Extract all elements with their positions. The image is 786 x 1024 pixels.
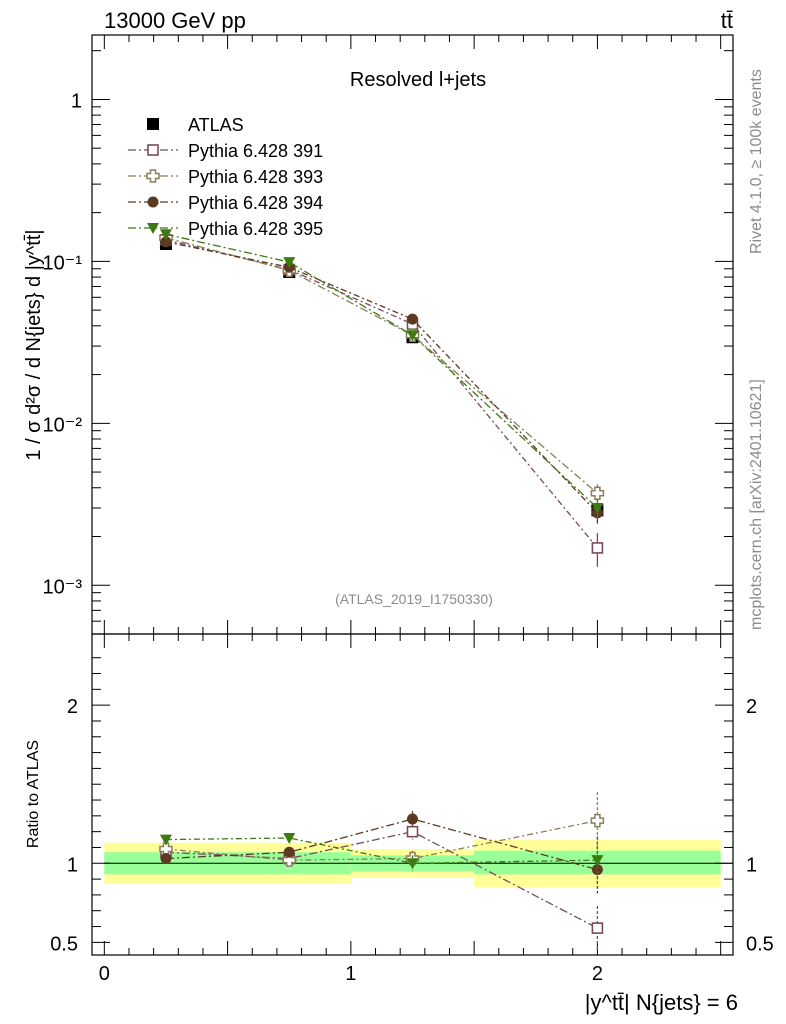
data-point	[159, 229, 172, 241]
legend-marker	[147, 144, 159, 156]
series-line	[165, 241, 598, 514]
data-point	[282, 853, 296, 867]
data-point	[407, 313, 418, 325]
process-label: tt̄	[721, 8, 733, 33]
y-tick-label: 0.5	[50, 933, 78, 955]
legend-item: Pythia 6.428 393	[128, 167, 323, 187]
series-pythia-6-428-393	[159, 230, 605, 504]
energy-label: 13000 GeV pp	[104, 8, 246, 33]
legend-marker	[146, 169, 160, 183]
legend-label: Pythia 6.428 393	[188, 167, 323, 187]
legend-item: Pythia 6.428 394	[128, 193, 323, 213]
series-pythia-6-428-391	[160, 233, 604, 567]
data-point	[406, 825, 419, 838]
series-pythia-6-428-394	[160, 811, 603, 894]
ratio-y-axis-label: Ratio to ATLAS	[25, 740, 42, 848]
data-point	[283, 257, 296, 269]
data-point	[591, 864, 603, 876]
ratio-frame	[91, 633, 734, 956]
y-tick-label-right: 1	[746, 854, 757, 876]
x-axis-label: |y^tt̄| N{jets} = 6	[585, 990, 738, 1015]
series-pythia-6-428-395	[159, 229, 604, 519]
legend-marker	[147, 223, 159, 234]
legend-label: Pythia 6.428 391	[188, 141, 323, 161]
y-tick-label: 1	[71, 90, 82, 112]
series-line	[165, 818, 598, 871]
x-tick-label: 2	[592, 963, 603, 985]
main-panel: 1 10⁻¹ 10⁻² 10⁻³ ATLAS Pythia 6.428 391 Pythia…	[43, 34, 734, 955]
series-line	[165, 237, 598, 494]
legend-label: Pythia 6.428 394	[188, 193, 323, 213]
y-tick-label: 10⁻³	[43, 576, 83, 598]
data-point	[590, 813, 605, 828]
series-line	[165, 819, 598, 861]
legend-item: Pythia 6.428 395	[128, 219, 323, 239]
data-point	[406, 858, 419, 870]
data-point	[591, 502, 604, 514]
data-point	[159, 834, 172, 846]
data-point	[283, 832, 296, 844]
data-point	[160, 236, 172, 248]
data-point	[283, 846, 295, 858]
rivet-label: Rivet 4.1.0, ≥ 100k events	[748, 69, 765, 254]
y-tick-label: 2	[67, 696, 78, 718]
data-point	[590, 486, 605, 500]
legend-item: Pythia 6.428 391	[128, 141, 323, 161]
main-y-axis-label: 1 / σ d²σ / d N{jets} d |y^tt̄|	[23, 229, 45, 460]
legend-label: Pythia 6.428 395	[188, 219, 323, 239]
series-pythia-6-428-394	[160, 236, 603, 524]
series-line	[165, 830, 598, 929]
data-point	[591, 542, 604, 554]
data-point	[591, 922, 604, 934]
x-tick-label: 1	[345, 963, 356, 985]
series-line	[165, 239, 598, 549]
ratio-panel: 0 1 2 0.5 0.5 1 1 2 2	[50, 35, 774, 985]
legend-marker	[147, 196, 159, 208]
plot-title: Resolved l+jets	[350, 69, 486, 91]
series-line	[165, 233, 598, 509]
legend: ATLAS Pythia 6.428 391 Pythia 6.428 393 Pyt…	[128, 115, 323, 239]
series-pythia-6-428-395	[159, 832, 604, 884]
x-tick-label: 0	[99, 963, 110, 985]
y-tick-label-right: 2	[746, 696, 757, 718]
data-point	[407, 813, 418, 825]
analysis-label: (ATLAS_2019_I1750330)	[335, 591, 493, 607]
y-tick-label: 10⁻¹	[43, 252, 83, 274]
data-point	[591, 855, 604, 867]
legend-item: ATLAS	[147, 115, 244, 135]
series-line	[165, 837, 598, 864]
y-tick-label: 10⁻²	[43, 414, 83, 436]
data-point	[406, 330, 419, 342]
y-tick-label-right: 0.5	[746, 933, 774, 955]
series-atlas	[159, 238, 604, 519]
mcplots-label: mcplots.cern.ch [arXiv:2401.10621]	[748, 379, 765, 630]
data-point	[160, 853, 172, 865]
y-tick-label: 1	[67, 854, 78, 876]
legend-label: ATLAS	[188, 115, 244, 135]
legend-marker	[147, 118, 159, 130]
